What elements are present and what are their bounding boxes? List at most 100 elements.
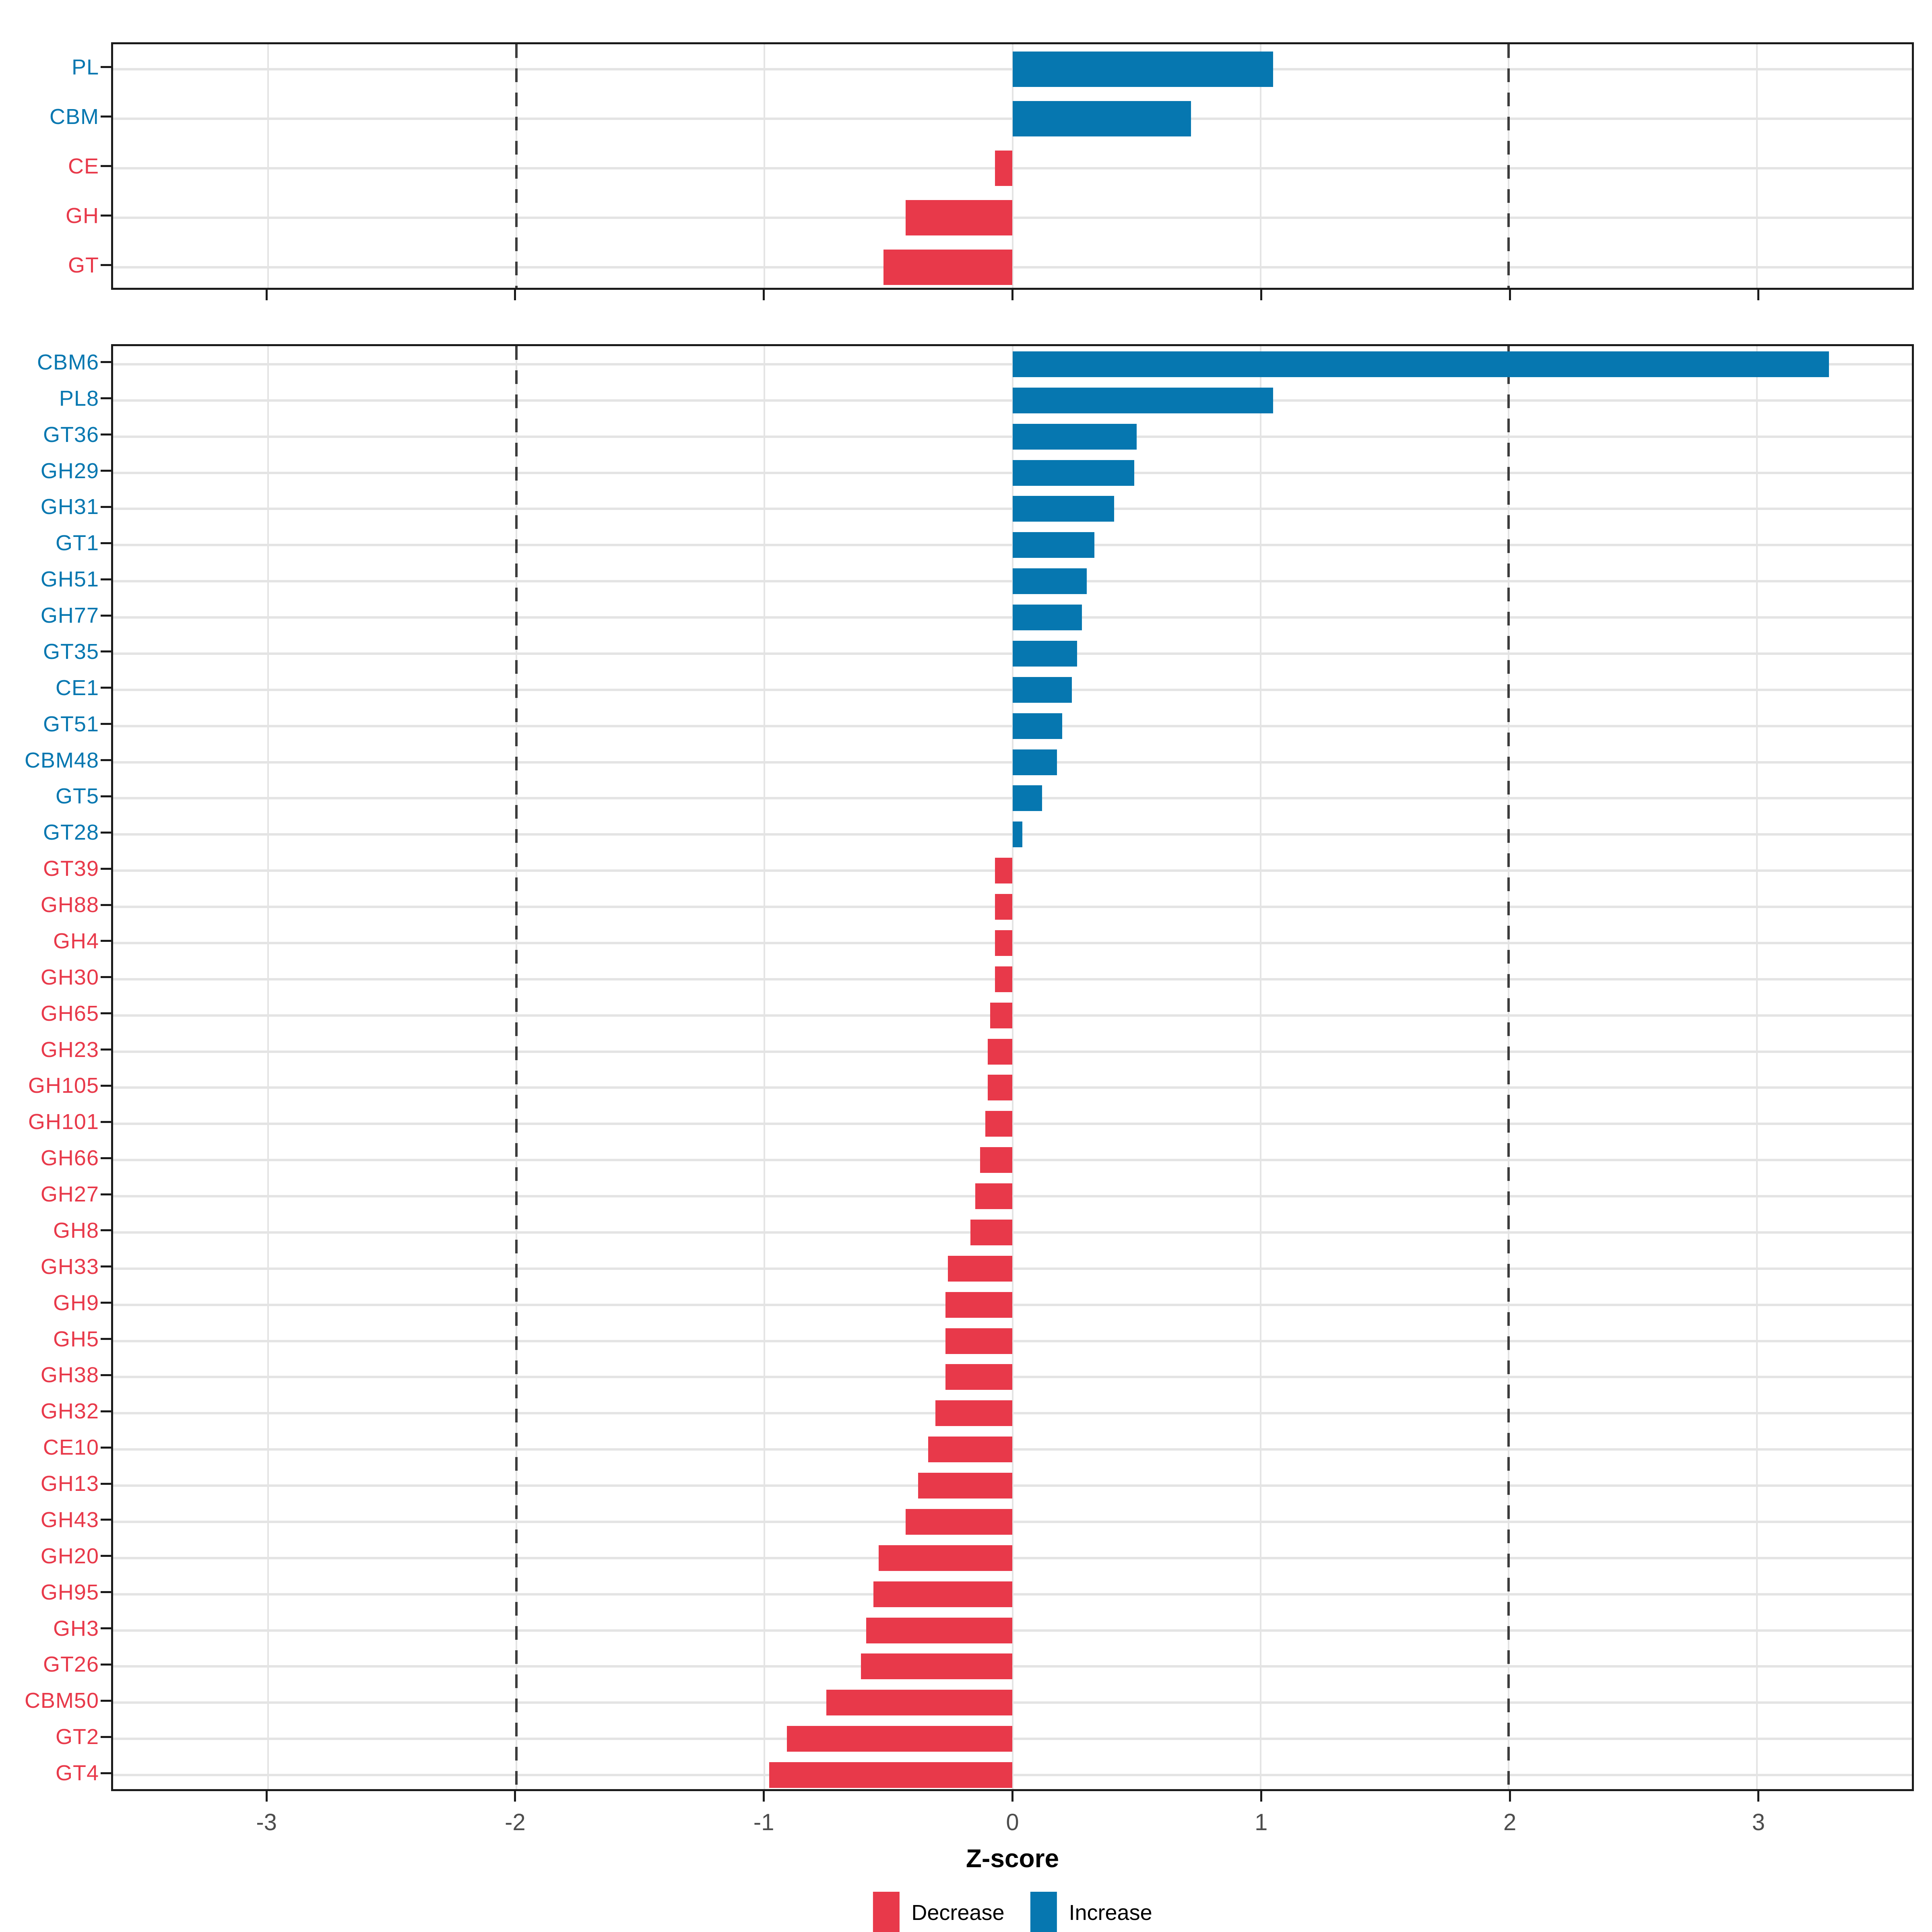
panel-cazyme-families [111,344,1914,1791]
v-gridline [1756,346,1758,1789]
y-label-GH51: GH51 [40,567,99,592]
y-tick [101,1302,111,1304]
x-tick-label--2: -2 [505,1809,526,1835]
x-tick-label-1: 1 [1255,1809,1268,1835]
bar-GH95 [873,1581,1013,1607]
bar-CBM [1012,101,1191,136]
x-tick-label--1: -1 [753,1809,774,1835]
bar-GT28 [1012,822,1023,848]
bar-GH105 [987,1075,1013,1101]
x-tick [265,1791,268,1802]
y-label-GH29: GH29 [40,458,99,483]
bar-GH88 [995,894,1013,920]
y-label-GT5: GT5 [55,784,99,809]
y-tick [101,867,111,870]
y-label-GH5: GH5 [53,1327,99,1351]
bar-GT39 [995,858,1013,884]
bar-GT5 [1012,785,1042,811]
y-tick [101,470,111,472]
y-tick [101,650,111,653]
x-tick [514,290,516,300]
decrease-swatch [873,1892,900,1932]
bar-GH77 [1012,605,1082,631]
y-tick [101,1519,111,1521]
y-label-GH23: GH23 [40,1037,99,1062]
bar-CBM50 [826,1690,1013,1716]
legend-label-increase: Increase [1069,1901,1152,1925]
y-tick [101,759,111,762]
bar-CE [995,150,1013,186]
bar-GH51 [1012,568,1087,594]
y-tick [101,116,111,118]
dashed-reference-line [515,346,518,1789]
y-tick [101,578,111,580]
y-label-GH27: GH27 [40,1182,99,1207]
x-tick [1509,290,1511,300]
y-tick [101,687,111,689]
bar-GH43 [906,1509,1013,1535]
bar-GH29 [1012,460,1134,486]
v-gridline [267,44,269,288]
y-tick [101,1555,111,1557]
dashed-reference-line [1507,346,1510,1789]
v-gridline [1756,44,1758,288]
bar-GT1 [1012,532,1094,558]
y-tick [101,542,111,544]
bar-CE10 [928,1437,1013,1463]
y-tick [101,723,111,725]
y-label-GT28: GT28 [43,820,99,845]
x-tick-label--3: -3 [256,1809,277,1835]
y-tick [101,1084,111,1087]
x-tick-label-3: 3 [1752,1809,1765,1835]
legend-label-decrease: Decrease [911,1901,1005,1925]
y-tick [101,1482,111,1485]
bar-GH31 [1012,496,1115,522]
bar-GH20 [878,1545,1013,1571]
bar-GH32 [935,1400,1013,1426]
bar-GH5 [945,1328,1013,1354]
bar-GH33 [948,1255,1013,1282]
y-tick [101,1012,111,1015]
panel-cazyme-classes [111,42,1914,290]
bar-GH3 [866,1617,1013,1643]
x-tick [763,1791,765,1802]
y-tick [101,1193,111,1195]
y-tick [101,1121,111,1123]
bar-PL [1012,51,1273,87]
bar-GT35 [1012,640,1077,667]
y-label-CBM6: CBM6 [37,350,99,374]
y-label-GT36: GT36 [43,422,99,447]
y-label-GT26: GT26 [43,1652,99,1677]
y-tick [101,506,111,508]
y-label-CBM48: CBM48 [24,748,99,772]
y-tick [101,215,111,217]
x-tick [265,290,268,300]
y-tick [101,1627,111,1630]
y-label-GH101: GH101 [28,1110,99,1134]
bar-GT4 [769,1762,1013,1788]
y-label-PL: PL [71,55,99,79]
y-tick [101,614,111,617]
legend-item-increase: Increase [1030,1892,1152,1932]
x-tick [1509,1791,1511,1802]
y-tick [101,361,111,363]
y-label-GH8: GH8 [53,1218,99,1243]
y-label-GH4: GH4 [53,929,99,953]
y-tick [101,1374,111,1376]
y-tick [101,1049,111,1051]
y-label-PL8: PL8 [59,386,99,411]
bar-GH9 [945,1292,1013,1318]
bar-CBM48 [1012,749,1057,775]
x-axis-title: Z-score [966,1844,1059,1873]
y-tick [101,1591,111,1593]
dashed-reference-line [1507,44,1510,288]
y-tick [101,940,111,942]
y-tick [101,976,111,978]
y-label-GT51: GT51 [43,712,99,736]
y-label-CE1: CE1 [55,675,99,700]
y-label-GT2: GT2 [55,1725,99,1749]
y-label-GH31: GH31 [40,495,99,519]
y-tick [101,1338,111,1340]
y-label-GH32: GH32 [40,1399,99,1424]
